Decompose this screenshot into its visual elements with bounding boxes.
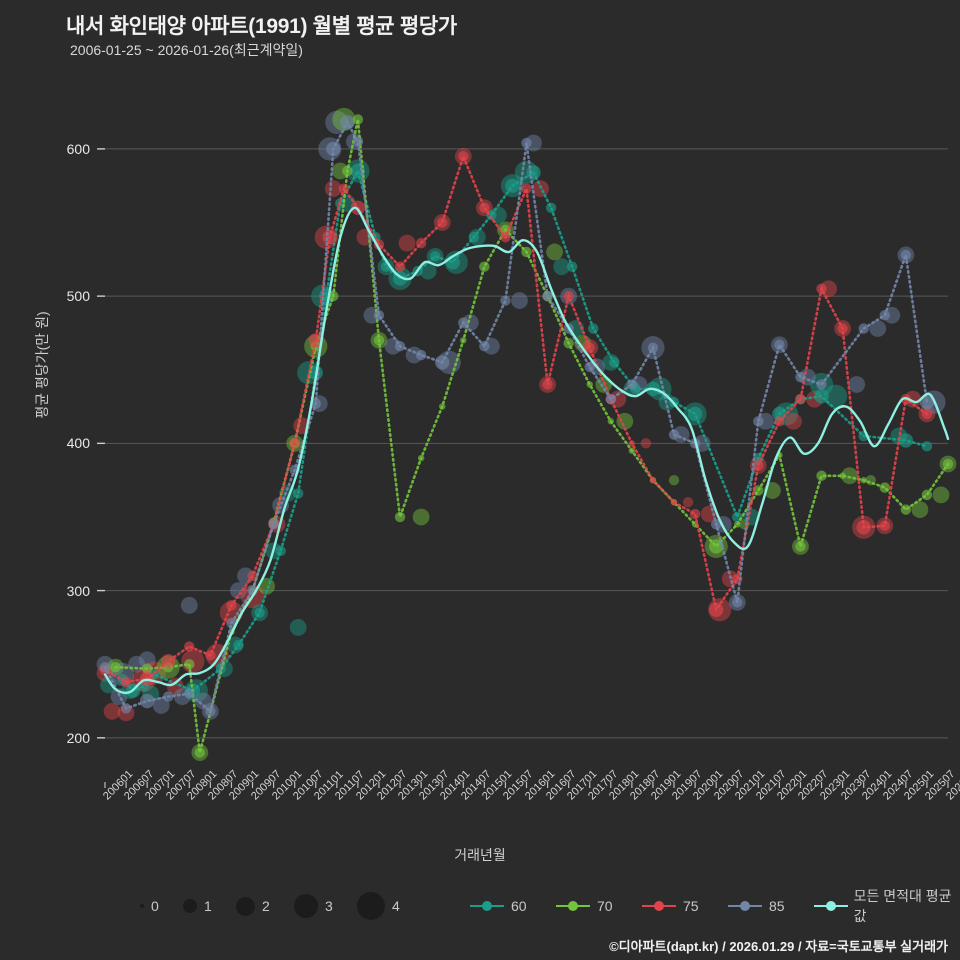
y-tick-label: 500 (66, 288, 90, 305)
footer-credit: ©디아파트(dapt.kr) / 2026.01.29 / 자료=국토교통부 실… (609, 939, 948, 954)
size-legend-item[interactable]: 4 (357, 890, 400, 922)
series-legend-swatch (470, 899, 504, 913)
size-legend-dot (140, 904, 144, 908)
page-title: 내서 화인태양 아파트(1991) 월별 평균 평당가 (66, 15, 457, 38)
series-legend-item[interactable]: 75 (642, 890, 699, 922)
series-legend-swatch (728, 899, 762, 913)
series-legend-swatch (814, 899, 848, 913)
series-legend-item[interactable]: 70 (556, 890, 613, 922)
chart-legend: 0 1 2 3 4 60 70 75 85 모든 면적대 평균값 (0, 888, 960, 924)
series-legend-item[interactable]: 모든 면적대 평균값 (814, 888, 960, 924)
series-legend-label: 75 (683, 898, 699, 914)
series-legend-label: 70 (597, 898, 613, 914)
series-legend-label: 85 (769, 898, 785, 914)
size-legend-item[interactable]: 0 (140, 890, 159, 922)
size-legend-item[interactable]: 1 (183, 890, 212, 922)
series-legend-label: 60 (511, 898, 527, 914)
size-legend-label: 0 (151, 898, 159, 914)
size-legend-item[interactable]: 3 (294, 890, 333, 922)
size-legend-dot (236, 896, 255, 916)
series-legend-item[interactable]: 85 (728, 890, 785, 922)
series-legend-swatch (642, 899, 676, 913)
size-legend-label: 2 (262, 898, 270, 914)
page-subtitle: 2006-01-25 ~ 2026-01-26(최근계약일) (70, 42, 303, 58)
y-tick-label: 400 (66, 435, 90, 452)
y-tick-label: 600 (66, 140, 90, 157)
size-legend-dot (183, 899, 197, 913)
size-legend-label: 1 (204, 898, 212, 914)
series-legend-item[interactable]: 60 (470, 890, 527, 922)
size-legend-dot (294, 894, 318, 918)
y-tick-label: 300 (66, 582, 90, 599)
x-axis-title: 거래년월 (454, 847, 506, 863)
size-legend-label: 3 (325, 898, 333, 914)
size-legend-label: 4 (392, 898, 400, 914)
series-legend-label: 모든 면적대 평균값 (853, 888, 952, 924)
size-legend-item[interactable]: 2 (236, 890, 270, 922)
series-legend-swatch (556, 899, 590, 913)
y-tick-label: 200 (66, 729, 90, 746)
size-legend-dot (357, 892, 385, 920)
